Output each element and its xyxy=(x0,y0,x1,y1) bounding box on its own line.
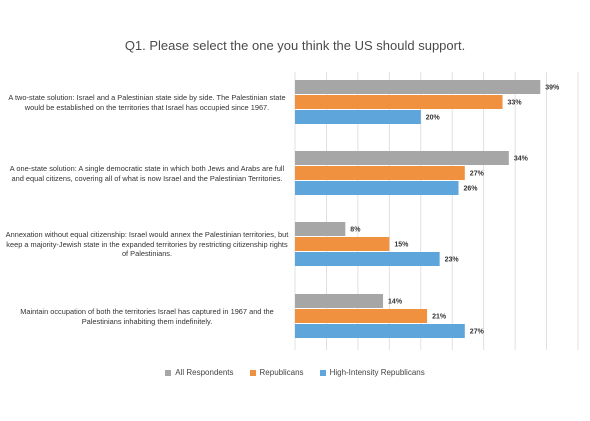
bar-republicans xyxy=(295,309,428,323)
bar-all-respondents xyxy=(295,294,384,308)
bar-high-intensity-republicans xyxy=(295,181,459,195)
data-label: 23% xyxy=(445,257,460,264)
data-label: 15% xyxy=(394,242,409,249)
bars: 39% 33% 20% 34% 27% 26% 8% 15% 23% 14% 21% 27% xyxy=(295,80,560,338)
legend-label: All Respondents xyxy=(175,368,234,377)
data-label: 26% xyxy=(464,186,479,193)
legend-label: High-Intensity Republicans xyxy=(329,368,425,377)
legend: All Respondents Republicans High-Intensity… xyxy=(0,368,590,377)
category-label: A one-state solution: A single democrati… xyxy=(9,163,285,183)
category-label: A two-state solution: Israel and a Pales… xyxy=(8,92,286,112)
legend-item: High-Intensity Republicans xyxy=(319,368,425,377)
data-label: 21% xyxy=(432,314,447,321)
bar-republicans xyxy=(295,237,390,251)
category-label: Annexation without equal citizenship: Is… xyxy=(5,230,289,259)
chart-title: Q1. Please select the one you think the … xyxy=(125,38,465,53)
data-label: 20% xyxy=(426,115,441,122)
data-label: 27% xyxy=(470,171,485,178)
data-label: 8% xyxy=(350,227,361,234)
bar-republicans xyxy=(295,95,503,109)
legend-swatch xyxy=(319,369,326,376)
legend-item: Republicans xyxy=(249,368,304,377)
bar-high-intensity-republicans xyxy=(295,110,421,124)
legend-swatch xyxy=(165,369,172,376)
data-label: 33% xyxy=(508,100,523,107)
legend-swatch xyxy=(249,369,256,376)
data-label: 27% xyxy=(470,329,485,336)
bar-all-respondents xyxy=(295,151,509,165)
data-label: 14% xyxy=(388,299,403,306)
data-label: 39% xyxy=(545,85,560,92)
bar-republicans xyxy=(295,166,465,180)
bar-high-intensity-republicans xyxy=(295,324,465,338)
bar-high-intensity-republicans xyxy=(295,252,440,266)
data-label: 34% xyxy=(514,156,529,163)
bar-all-respondents xyxy=(295,222,346,236)
legend-item: All Respondents xyxy=(165,368,234,377)
category-label: Maintain occupation of both the territor… xyxy=(20,306,274,326)
bar-all-respondents xyxy=(295,80,541,94)
legend-label: Republicans xyxy=(259,368,304,377)
